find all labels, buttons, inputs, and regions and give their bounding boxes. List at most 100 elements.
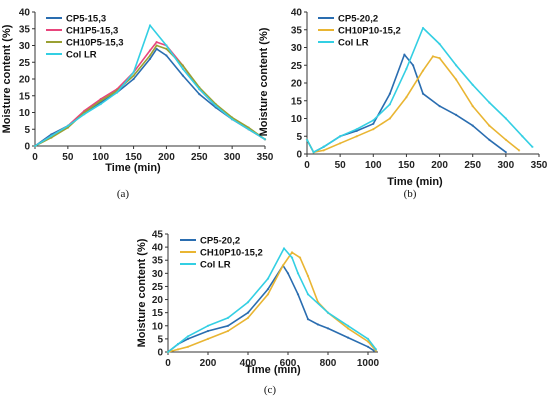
data-point [405,67,408,70]
data-point [155,47,158,51]
data-point [438,42,441,46]
series-line-3 [306,27,533,153]
data-point [186,345,190,348]
legend-label: Col LR [200,260,231,271]
data-point [346,336,350,339]
y-tick-label: 40 [291,8,303,19]
series-line-1 [167,264,375,353]
x-tick-label: 50 [62,152,74,163]
x-tick-label: 50 [335,160,347,171]
data-point [198,88,201,91]
data-point [165,44,168,47]
series-line-2 [167,251,377,353]
panel-label: (b) [404,188,417,200]
data-point [148,54,152,57]
legend-label: Col LR [66,50,97,61]
data-point [421,26,425,30]
data-point [366,337,370,340]
data-point [504,138,507,141]
data-point [326,311,330,314]
data-point [231,118,234,121]
x-tick-label: 200 [431,160,448,171]
data-point [306,293,310,296]
x-tick-label: 0 [304,160,310,171]
data-point [312,151,315,154]
data-point [531,145,534,148]
data-point [148,24,152,27]
data-point [339,135,342,138]
x-tick-label: 300 [224,152,241,163]
x-tick-label: 350 [257,152,274,163]
data-point [165,54,168,57]
data-point [521,135,524,138]
data-point [298,256,302,259]
data-point [388,103,391,106]
y-tick-label: 40 [19,8,31,19]
y-tick-label: 25 [291,61,303,72]
y-tick-label: 5 [157,334,163,345]
y-tick-label: 0 [157,348,163,359]
data-point [322,145,325,148]
legend-label: CP5-20,2 [200,236,240,247]
data-point [176,348,180,351]
data-point [206,329,210,333]
data-point [488,124,491,127]
data-point [306,274,310,278]
data-point [148,57,152,61]
y-tick-label: 5 [296,132,302,143]
data-point [33,144,37,148]
data-point [99,103,102,106]
data-point [83,113,86,116]
chart-panel-3: 0 200 400 600 800 1000 0 5 10 15 20 25 30 35 40 45 Time … [136,230,380,397]
data-point [412,64,415,67]
y-axis-title: Moisture content (%) [258,27,270,136]
series-line-2 [306,55,520,153]
data-point [281,264,285,267]
data-point [286,272,290,275]
y-tick-label: 35 [291,25,303,36]
y-tick-label: 25 [152,282,164,293]
data-point [176,343,180,346]
data-point [471,105,474,108]
data-point [346,324,350,327]
data-point [355,135,358,138]
x-axis-title: Time (min) [387,176,443,188]
y-tick-label: 20 [152,295,164,306]
data-point [181,74,184,77]
data-point [186,335,190,338]
data-point [372,122,375,125]
legend-label: CP5-15,3 [66,14,106,25]
x-tick-label: 100 [365,160,382,171]
data-point [488,101,491,104]
data-point [421,69,425,72]
y-tick-label: 30 [19,41,31,52]
data-point [421,92,425,95]
data-point [403,53,406,56]
data-point [405,96,408,99]
data-point [296,272,300,275]
y-tick-label: 10 [291,114,303,125]
x-tick-label: 100 [92,152,109,163]
y-tick-label: 20 [291,79,303,90]
data-point [296,293,300,296]
x-tick-label: 1000 [357,358,380,369]
data-point [455,64,458,67]
data-point [186,337,190,340]
legend-label: CH10P10-15,2 [200,248,263,259]
data-point [488,138,491,141]
data-point [266,293,270,296]
y-tick-label: 0 [296,150,302,161]
data-point [518,149,521,152]
data-point [226,324,230,327]
data-point [431,55,434,58]
data-point [388,117,391,120]
data-point [247,128,250,131]
data-point [355,129,358,132]
legend-label: CP5-20,2 [338,14,378,25]
legend-label: Col LR [338,38,369,49]
data-point [471,124,474,127]
y-tick-label: 25 [19,58,31,69]
data-point [263,138,267,141]
data-point [132,77,135,81]
